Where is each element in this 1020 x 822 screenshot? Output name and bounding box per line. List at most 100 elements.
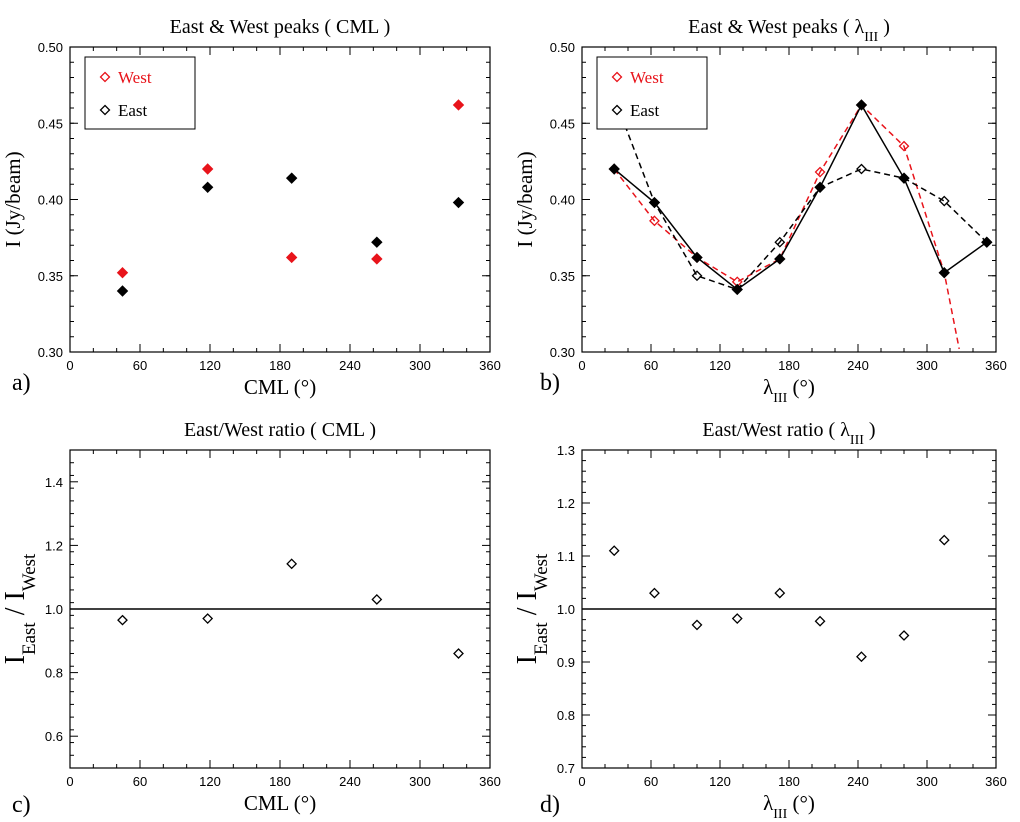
data-point [774,253,786,265]
data-point [286,558,298,570]
series-line [613,103,960,350]
x-tick-label: 360 [985,358,1007,373]
data-point [898,140,910,152]
series-unnamed-2 [608,99,993,296]
chart-title: East/West ratio ( λIII ) [702,419,875,448]
legend-label: East [118,101,148,120]
y-axis-label: I (Jy/beam) [513,151,537,247]
x-axis-label: CML (°) [244,791,316,815]
panel-letter: c) [12,792,31,818]
legend-marker [99,104,111,116]
y-tick-label: 0.45 [38,116,63,131]
data-point [855,99,868,111]
x-tick-label: 0 [66,358,73,373]
y-tick-label: 0.7 [557,761,575,776]
data-point [691,251,703,264]
x-tick-label: 300 [409,774,431,789]
x-tick-label: 240 [339,774,361,789]
data-point [452,99,465,111]
x-tick-label: 180 [778,774,800,789]
data-point [371,594,383,605]
data-point [938,195,950,207]
data-point [691,270,703,282]
chart-title: East/West ratio ( CML ) [184,419,376,441]
panel-c: East/West ratio ( CML ) 0 60 120 180 240 300 36… [0,419,501,818]
y-tick-label: 1.2 [45,538,63,553]
x-tick-label: 240 [339,358,361,373]
y-tick-label: 0.50 [550,40,575,55]
panel-letter: b) [540,370,560,396]
data-point [774,587,786,599]
y-tick-label: 0.6 [45,729,63,744]
series-line [613,103,988,291]
data-point [938,534,950,546]
data-point [649,215,660,227]
panel-a: East & West peaks ( CML ) 0 60 120 180 240 300… [1,16,501,399]
series-east [116,172,465,297]
series-west [116,99,465,279]
y-tick-label: 1.0 [557,602,575,617]
x-axis-label: λIII (°) [763,791,815,822]
legend-marker [611,71,623,83]
y-tick-label: 1.3 [557,443,575,458]
x-tick-label: 240 [847,358,869,373]
x-axis-label: CML (°) [244,375,316,399]
x-tick-label: 120 [199,358,221,373]
x-tick-label: 120 [199,774,221,789]
series-west [608,99,960,350]
x-tick-label: 60 [133,358,147,373]
y-tick-label: 0.8 [45,666,63,681]
x-tick-label: 60 [133,774,147,789]
y-tick-label: 0.9 [557,655,575,670]
x-axis-label: λIII (°) [763,375,815,406]
data-point [856,163,867,175]
x-tick-label: 360 [479,774,501,789]
series-unnamed-0 [608,534,950,663]
y-tick-label: 0.8 [557,708,575,723]
x-tick-label: 0 [578,774,585,789]
y-tick-label: 0.50 [38,40,63,55]
x-tick-label: 360 [985,774,1007,789]
y-tick-label: 0.40 [550,193,575,208]
data-point [648,196,661,209]
data-point [898,630,910,641]
data-point [371,253,383,265]
y-tick-label: 1.1 [557,549,575,564]
data-point [452,196,465,209]
y-tick-label: 1.0 [45,602,63,617]
data-point [608,545,620,557]
data-point [201,181,214,194]
x-tick-label: 240 [847,774,869,789]
panel-d: East/West ratio ( λIII ) 0 60 120 180 240 300 3… [512,419,1007,822]
data-point [202,613,214,624]
x-tick-label: 0 [578,358,585,373]
x-tick-label: 180 [269,774,291,789]
data-point [856,651,867,663]
data-point [691,619,703,631]
panel-letter: d) [540,792,560,818]
x-tick-label: 120 [709,358,731,373]
x-tick-label: 300 [916,358,938,373]
y-tick-label: 0.30 [550,345,575,360]
series-line [613,97,988,291]
data-point [731,283,743,296]
x-tick-label: 60 [644,358,658,373]
data-point [453,648,464,659]
data-point [371,236,383,248]
x-tick-label: 360 [479,358,501,373]
data-point [116,285,129,297]
y-tick-label: 0.45 [550,116,575,131]
data-point [285,251,298,264]
data-point [285,172,298,184]
data-point [649,587,660,599]
x-tick-label: 300 [409,358,431,373]
panel-b: East & West peaks ( λIII ) 0 60 120 180 240 30… [513,16,1007,406]
data-point [814,166,826,178]
data-point [898,172,910,184]
legend-label: East [630,101,660,120]
legend-box [596,56,708,130]
legend-box [84,56,196,130]
chart-title: East & West peaks ( λIII ) [688,16,890,45]
data-point [814,615,826,627]
